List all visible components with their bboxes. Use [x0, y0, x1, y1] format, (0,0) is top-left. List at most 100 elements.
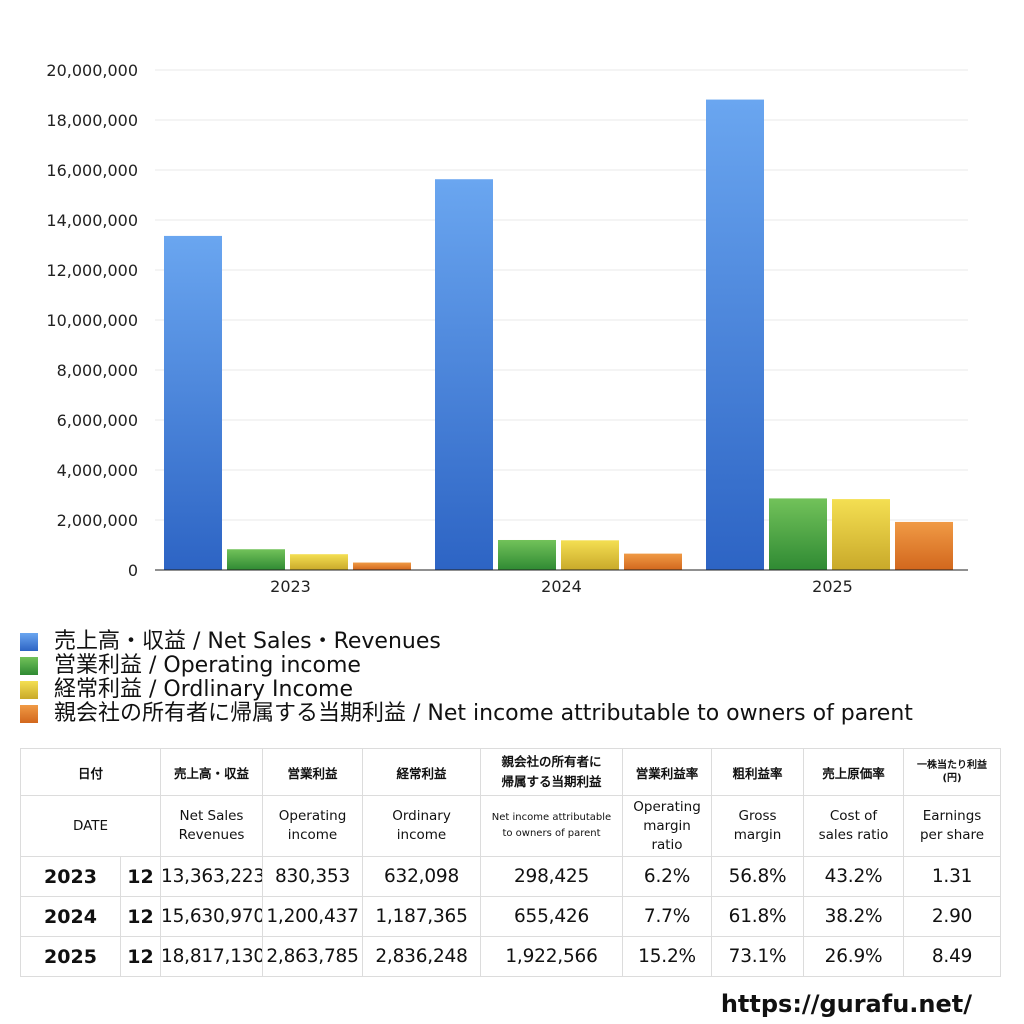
- header-net-income-en: Net income attributable to owners of par…: [480, 795, 624, 857]
- table-row: 2024 12 15,630,970 1,200,437 1,187,365 6…: [20, 896, 1002, 937]
- cell-cost-ratio: 43.2%: [803, 856, 905, 897]
- legend-item-net-sales: 売上高・収益 / Net Sales・Revenues: [20, 630, 1020, 654]
- header-cost-ratio-en-line2: sales ratio: [818, 827, 889, 843]
- header-net-sales-jp: 売上高・収益: [160, 748, 264, 796]
- header-ordinary-en-line2: income: [396, 827, 447, 843]
- header-op-margin-en-line1: Operating: [633, 798, 701, 815]
- cell-operating: 830,353: [262, 856, 364, 897]
- legend-label: 親会社の所有者に帰属する当期利益 / Net income attributab…: [54, 701, 913, 726]
- header-cost-ratio-jp: 売上原価率: [803, 748, 905, 796]
- x-tick-label: 2025: [812, 577, 853, 596]
- y-tick-label: 8,000,000: [57, 361, 138, 380]
- cell-cost-ratio: 26.9%: [803, 936, 905, 977]
- bar-net-sales: [435, 179, 493, 570]
- header-op-margin-jp: 営業利益率: [622, 748, 713, 796]
- y-tick-label: 14,000,000: [46, 211, 138, 230]
- table-row: 2023 12 13,363,223 830,353 632,098 298,4…: [20, 856, 1002, 897]
- header-net-income-en-line1: Net income attributable: [491, 812, 612, 823]
- header-gross-margin-en-line2: margin: [733, 827, 782, 843]
- legend: 売上高・収益 / Net Sales・Revenues 営業利益 / Opera…: [20, 630, 1020, 726]
- bars: [164, 99, 953, 570]
- header-operating-en: Operating income: [262, 795, 364, 857]
- cell-net-income: 655,426: [480, 896, 624, 937]
- y-tick-label: 6,000,000: [57, 411, 138, 430]
- header-net-sales-en: Net Sales Revenues: [160, 795, 264, 857]
- cell-month: 12: [119, 936, 162, 977]
- cell-gross-margin: 56.8%: [711, 856, 805, 897]
- header-ordinary-en: Ordinary income: [362, 795, 482, 857]
- header-row-jp: 日付 売上高・収益 営業利益 経常利益 親会社の所有者に 帰属する当期利益 営業…: [19, 748, 1002, 796]
- cell-eps: 2.90: [903, 896, 1002, 937]
- cell-operating: 2,863,785: [262, 936, 364, 977]
- cell-ordinary: 1,187,365: [362, 896, 482, 937]
- y-tick-label: 4,000,000: [57, 461, 138, 480]
- bar-net-sales: [164, 235, 222, 570]
- x-tick-label: 2024: [541, 577, 582, 596]
- gridlines: [155, 69, 968, 521]
- financial-table: 日付 売上高・収益 営業利益 経常利益 親会社の所有者に 帰属する当期利益 営業…: [19, 748, 1002, 977]
- legend-label: 売上高・収益 / Net Sales・Revenues: [54, 629, 441, 654]
- y-tick-label: 16,000,000: [46, 161, 138, 180]
- y-tick-label: 10,000,000: [46, 311, 138, 330]
- header-eps-en: Earnings per share: [903, 795, 1002, 857]
- cell-year: 2023: [20, 856, 121, 897]
- bar-operating-income: [227, 549, 285, 570]
- y-tick-label: 12,000,000: [46, 261, 138, 280]
- header-net-sales-en-line1: Net Sales: [179, 808, 244, 824]
- legend-item-ordinary-income: 経常利益 / Ordlinary Income: [20, 678, 1020, 702]
- bar-chart: 0 2,000,000 4,000,000 6,000,000 8,000,000 10,…: [46, 61, 968, 596]
- header-ordinary-jp: 経常利益: [362, 748, 482, 796]
- cell-net-income: 1,922,566: [480, 936, 624, 977]
- legend-item-operating-income: 営業利益 / Operating income: [20, 654, 1020, 678]
- header-gross-margin-jp: 粗利益率: [711, 748, 805, 796]
- cell-year: 2025: [20, 936, 121, 977]
- header-net-income-en-line2: to owners of parent: [502, 828, 601, 839]
- header-date-en: DATE: [19, 795, 162, 857]
- legend-swatch-net-income: [20, 705, 38, 723]
- legend-label: 経常利益 / Ordlinary Income: [54, 677, 353, 702]
- bar-operating-income: [498, 539, 556, 570]
- cell-cost-ratio: 38.2%: [803, 896, 905, 937]
- cell-operating: 1,200,437: [262, 896, 364, 937]
- legend-swatch-net-sales: [20, 633, 38, 651]
- header-ordinary-en-line1: Ordinary: [392, 808, 451, 824]
- header-eps-jp: 一株当たり利益 (円): [903, 748, 1002, 796]
- bar-operating-income: [769, 498, 827, 570]
- site-url[interactable]: https://gurafu.net/: [720, 990, 972, 1018]
- header-op-margin-en-line3: ratio: [651, 836, 683, 853]
- cell-op-margin: 15.2%: [622, 936, 713, 977]
- bar-ordinary-income: [561, 540, 619, 570]
- cell-net-income: 298,425: [480, 856, 624, 897]
- bar-net-income: [624, 553, 682, 570]
- legend-swatch-operating-income: [20, 657, 38, 675]
- cell-month: 12: [119, 896, 162, 937]
- x-axis-ticks: 2023 2024 2025: [270, 577, 853, 596]
- header-date-jp: 日付: [19, 748, 162, 796]
- table-row: 2025 12 18,817,130 2,863,785 2,836,248 1…: [20, 936, 1002, 977]
- header-operating-en-line1: Operating: [278, 808, 347, 824]
- cell-gross-margin: 61.8%: [711, 896, 805, 937]
- header-net-sales-en-line2: Revenues: [178, 827, 245, 843]
- cell-ordinary: 632,098: [362, 856, 482, 897]
- bar-net-income: [353, 562, 411, 570]
- cell-eps: 1.31: [903, 856, 1002, 897]
- header-cost-ratio-en-line1: Cost of: [829, 808, 878, 824]
- header-op-margin-en-line2: margin: [643, 817, 691, 834]
- bar-ordinary-income: [290, 554, 348, 570]
- header-gross-margin-en: Gross margin: [711, 795, 805, 857]
- header-eps-jp-line2: (円): [942, 773, 962, 784]
- y-axis-ticks: 0 2,000,000 4,000,000 6,000,000 8,000,000 10,…: [46, 61, 138, 580]
- legend-item-net-income: 親会社の所有者に帰属する当期利益 / Net income attributab…: [20, 702, 1020, 726]
- x-tick-label: 2023: [270, 577, 311, 596]
- cell-op-margin: 6.2%: [622, 856, 713, 897]
- header-net-income-jp-line1: 親会社の所有者に: [501, 754, 602, 769]
- header-eps-en-line1: Earnings: [922, 808, 982, 824]
- bar-net-sales: [706, 99, 764, 570]
- header-operating-en-line2: income: [287, 827, 338, 843]
- cell-net-sales: 13,363,223: [160, 856, 264, 897]
- header-gross-margin-en-line1: Gross: [738, 808, 777, 824]
- y-tick-label: 18,000,000: [46, 111, 138, 130]
- bar-ordinary-income: [832, 499, 890, 570]
- cell-net-sales: 15,630,970: [160, 896, 264, 937]
- legend-swatch-ordinary-income: [20, 681, 38, 699]
